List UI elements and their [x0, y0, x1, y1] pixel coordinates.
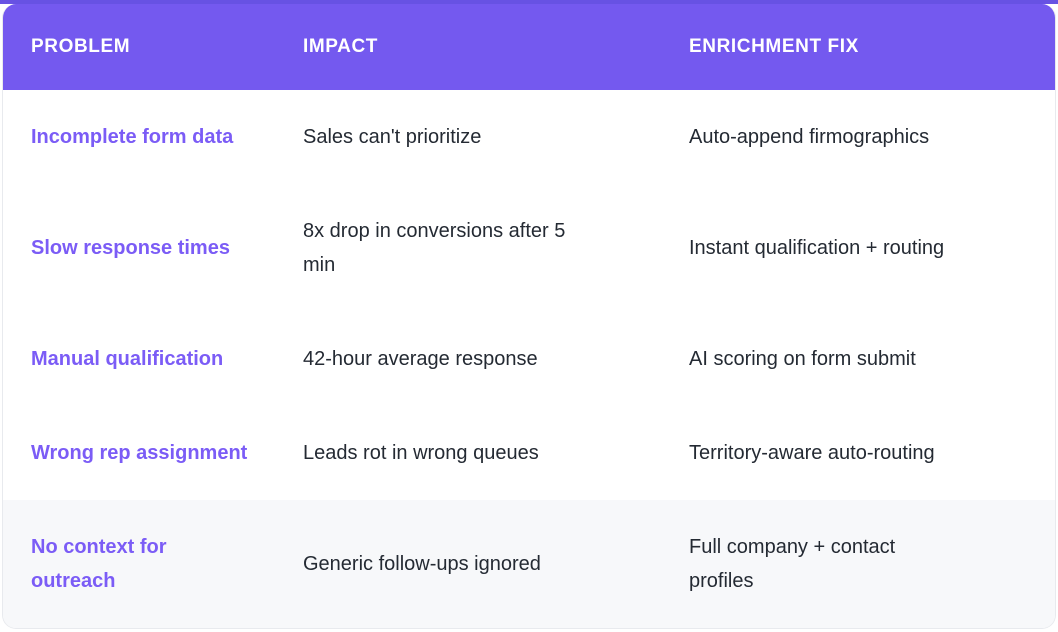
- cell-impact: 8x drop in conversions after 5 min: [303, 220, 566, 276]
- top-edge-strip: [0, 0, 1058, 4]
- cell-fix: Full company + contact profiles: [689, 536, 896, 592]
- table-header-row: PROBLEM IMPACT ENRICHMENT FIX: [3, 4, 1055, 90]
- cell-problem: Incomplete form data: [31, 126, 234, 148]
- column-header-problem: PROBLEM: [31, 36, 131, 57]
- cell-fix: Auto-append firmographics: [689, 126, 930, 148]
- problem-impact-fix-table: PROBLEM IMPACT ENRICHMENT FIX Incomplete…: [2, 4, 1056, 629]
- column-header-impact: IMPACT: [303, 36, 379, 57]
- column-header-enrichment-fix: ENRICHMENT FIX: [689, 36, 859, 57]
- cell-fix: Territory-aware auto-routing: [689, 442, 935, 464]
- table-row: Slow response times 8x drop in conversio…: [3, 184, 1055, 312]
- cell-impact: 42-hour average response: [303, 348, 538, 370]
- cell-problem: Manual qualification: [31, 348, 224, 370]
- table-row: Wrong rep assignment Leads rot in wrong …: [3, 406, 1055, 500]
- cell-fix: AI scoring on form submit: [689, 348, 916, 370]
- table-row: Manual qualification 42-hour average res…: [3, 312, 1055, 406]
- table-row: No context for outreach Generic follow-u…: [3, 500, 1055, 628]
- cell-problem: No context for outreach: [31, 536, 167, 592]
- cell-impact: Sales can't prioritize: [303, 126, 482, 148]
- table-row: Incomplete form data Sales can't priorit…: [3, 90, 1055, 184]
- cell-impact: Generic follow-ups ignored: [303, 553, 541, 575]
- cell-problem: Wrong rep assignment: [31, 442, 248, 464]
- cell-problem: Slow response times: [31, 237, 230, 259]
- cell-fix: Instant qualification + routing: [689, 237, 945, 259]
- cell-impact: Leads rot in wrong queues: [303, 442, 539, 464]
